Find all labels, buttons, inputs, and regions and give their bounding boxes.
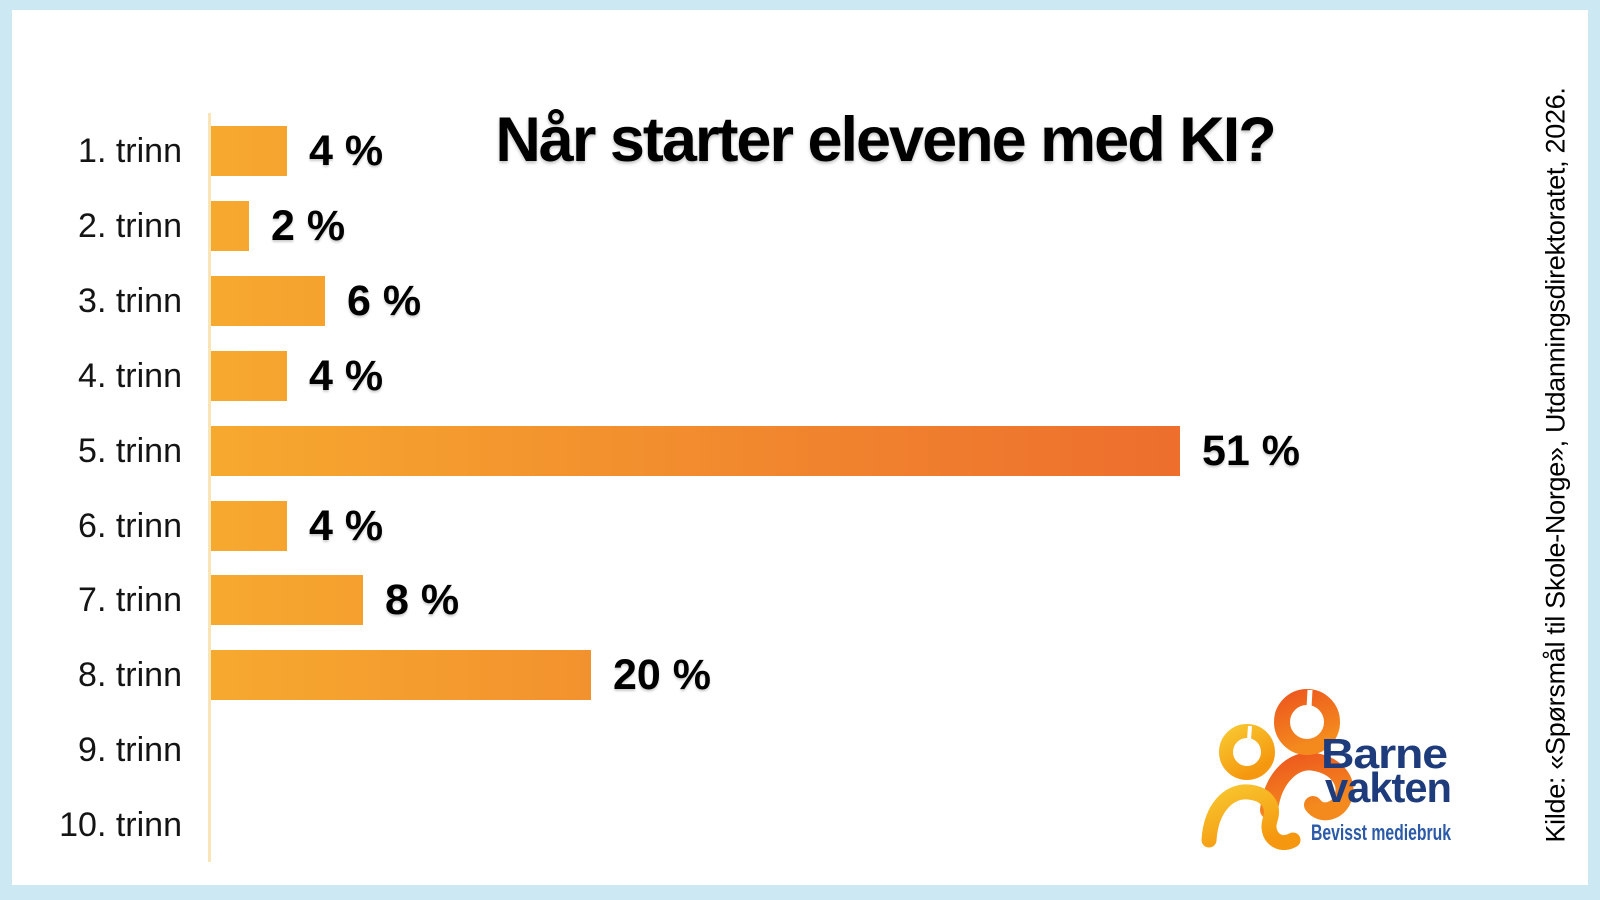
bar — [211, 275, 325, 326]
value-label: 4 % — [309, 127, 384, 175]
bar — [211, 500, 287, 551]
bar — [211, 126, 287, 176]
bar — [211, 350, 287, 401]
category-label: 2. trinn — [78, 206, 182, 245]
source-citation: Kilde: «Spørsmål til Skole-Norge», Utdan… — [1540, 87, 1571, 843]
category-label: 4. trinn — [78, 356, 182, 395]
barnevakten-logo: Barne vakten Bevisst mediebruk — [1195, 688, 1451, 850]
bar — [211, 200, 249, 251]
y-axis-line — [208, 113, 211, 862]
value-label: 6 % — [347, 276, 422, 325]
value-label: 51 % — [1202, 426, 1301, 475]
category-label: 10. trinn — [59, 806, 182, 845]
bar — [211, 575, 363, 626]
logo-figure-yellow — [1201, 724, 1301, 850]
chart-title: Når starter elevene med KI? — [495, 105, 1276, 175]
bar — [211, 425, 1180, 476]
logo-tagline: Bevisst mediebruk — [1311, 820, 1451, 845]
category-label: 7. trinn — [78, 581, 182, 620]
category-label: 6. trinn — [78, 506, 182, 545]
category-label: 3. trinn — [78, 281, 182, 320]
value-label: 4 % — [309, 501, 384, 550]
value-label: 4 % — [309, 351, 384, 400]
category-label: 5. trinn — [78, 431, 182, 470]
logo-figure-orange — [1260, 689, 1354, 821]
value-label: 8 % — [385, 576, 460, 625]
category-label: 1. trinn — [78, 132, 182, 170]
value-label: 2 % — [271, 201, 346, 250]
value-label: 20 % — [613, 651, 712, 700]
category-label: 9. trinn — [78, 731, 182, 770]
barnevakten-logo-graphic: Barne vakten Bevisst mediebruk — [1201, 689, 1451, 850]
bar — [211, 650, 591, 701]
logo-wordmark-line2: vakten — [1325, 764, 1451, 811]
logo-wordmark-line1: Barne — [1321, 730, 1447, 777]
category-label: 8. trinn — [78, 656, 182, 695]
